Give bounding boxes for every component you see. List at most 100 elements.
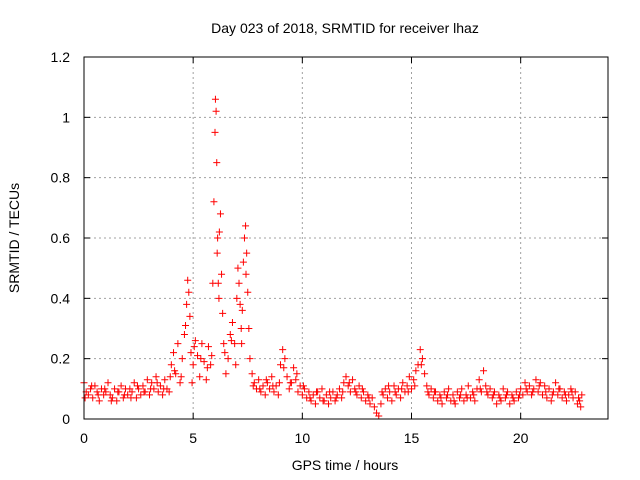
data-point [383, 394, 391, 402]
data-point [535, 382, 543, 390]
data-point [311, 400, 319, 408]
data-point [516, 391, 524, 399]
data-point [184, 276, 192, 284]
data-point [190, 343, 198, 351]
data-point [248, 370, 256, 378]
x-axis-label: GPS time / hours [292, 457, 399, 473]
data-point [187, 349, 195, 357]
data-point [178, 355, 186, 363]
data-point [235, 279, 243, 287]
data-point [451, 400, 459, 408]
data-point [268, 373, 276, 381]
y-tick-label: 0 [62, 411, 70, 427]
data-point [275, 379, 283, 387]
data-point [464, 382, 472, 390]
plot-frame [83, 56, 609, 420]
data-point [490, 388, 498, 396]
data-point [567, 385, 575, 393]
data-point [130, 379, 138, 387]
data-point [213, 159, 221, 167]
data-point [568, 388, 576, 396]
data-point [450, 397, 458, 405]
data-point [242, 270, 250, 278]
data-point [418, 355, 426, 363]
data-point [353, 391, 361, 399]
data-point [344, 382, 352, 390]
data-point [231, 340, 239, 348]
data-point [238, 340, 246, 348]
data-point [156, 382, 164, 390]
data-point [417, 361, 425, 369]
data-point [423, 382, 431, 390]
y-tick-label: 0.8 [51, 170, 71, 186]
y-tick-label: 0.6 [51, 230, 71, 246]
data-point [165, 388, 173, 396]
x-tick-label: 20 [513, 430, 529, 446]
data-point [277, 361, 284, 369]
data-point [211, 128, 219, 136]
data-point [429, 394, 437, 402]
data-point [364, 391, 372, 399]
gridlines [84, 57, 608, 419]
data-point [506, 400, 514, 408]
data-point [159, 391, 167, 399]
data-point [434, 397, 442, 405]
data-point [135, 385, 143, 393]
data-point [101, 385, 109, 393]
data-point [430, 388, 438, 396]
data-point [182, 321, 190, 329]
data-point [453, 388, 461, 396]
data-point [183, 300, 191, 308]
data-point [107, 397, 115, 405]
data-point [186, 312, 194, 320]
data-point [104, 379, 112, 387]
data-point [345, 379, 353, 387]
data-point [215, 228, 223, 236]
data-point [504, 388, 512, 396]
data-point [203, 364, 211, 372]
data-point [161, 376, 169, 384]
x-axis-ticks: 0 5 10 15 20 [80, 57, 529, 446]
data-point [496, 394, 504, 402]
data-point [120, 391, 128, 399]
data-point [279, 346, 287, 354]
data-point [575, 394, 583, 402]
data-point [189, 361, 197, 369]
data-point [577, 403, 585, 411]
data-point [497, 397, 505, 405]
data-point [549, 388, 557, 396]
data-point [322, 391, 330, 399]
data-point [294, 388, 302, 396]
data-point [232, 361, 240, 369]
data-point [529, 388, 537, 396]
data-points [80, 95, 586, 420]
data-point [342, 373, 350, 381]
data-point [269, 382, 277, 390]
data-point [488, 394, 496, 402]
data-point [137, 391, 145, 399]
data-point [202, 376, 210, 384]
data-point [262, 376, 270, 384]
data-point [405, 373, 413, 381]
data-point [133, 382, 141, 390]
data-point [349, 376, 357, 384]
data-point [111, 385, 119, 393]
x-tick-label: 10 [295, 430, 311, 446]
data-point [239, 258, 247, 266]
data-point [460, 397, 468, 405]
data-point [153, 379, 161, 387]
data-point [222, 370, 230, 378]
data-point [301, 385, 309, 393]
data-point [171, 367, 179, 375]
data-point [471, 397, 479, 405]
data-point [404, 388, 412, 396]
data-point [306, 394, 314, 402]
data-point [440, 388, 448, 396]
data-point [377, 400, 385, 408]
data-point [200, 358, 208, 366]
data-point [220, 340, 228, 348]
data-point [198, 340, 206, 348]
data-point [188, 379, 196, 387]
data-point [319, 397, 327, 405]
data-point [470, 391, 478, 399]
